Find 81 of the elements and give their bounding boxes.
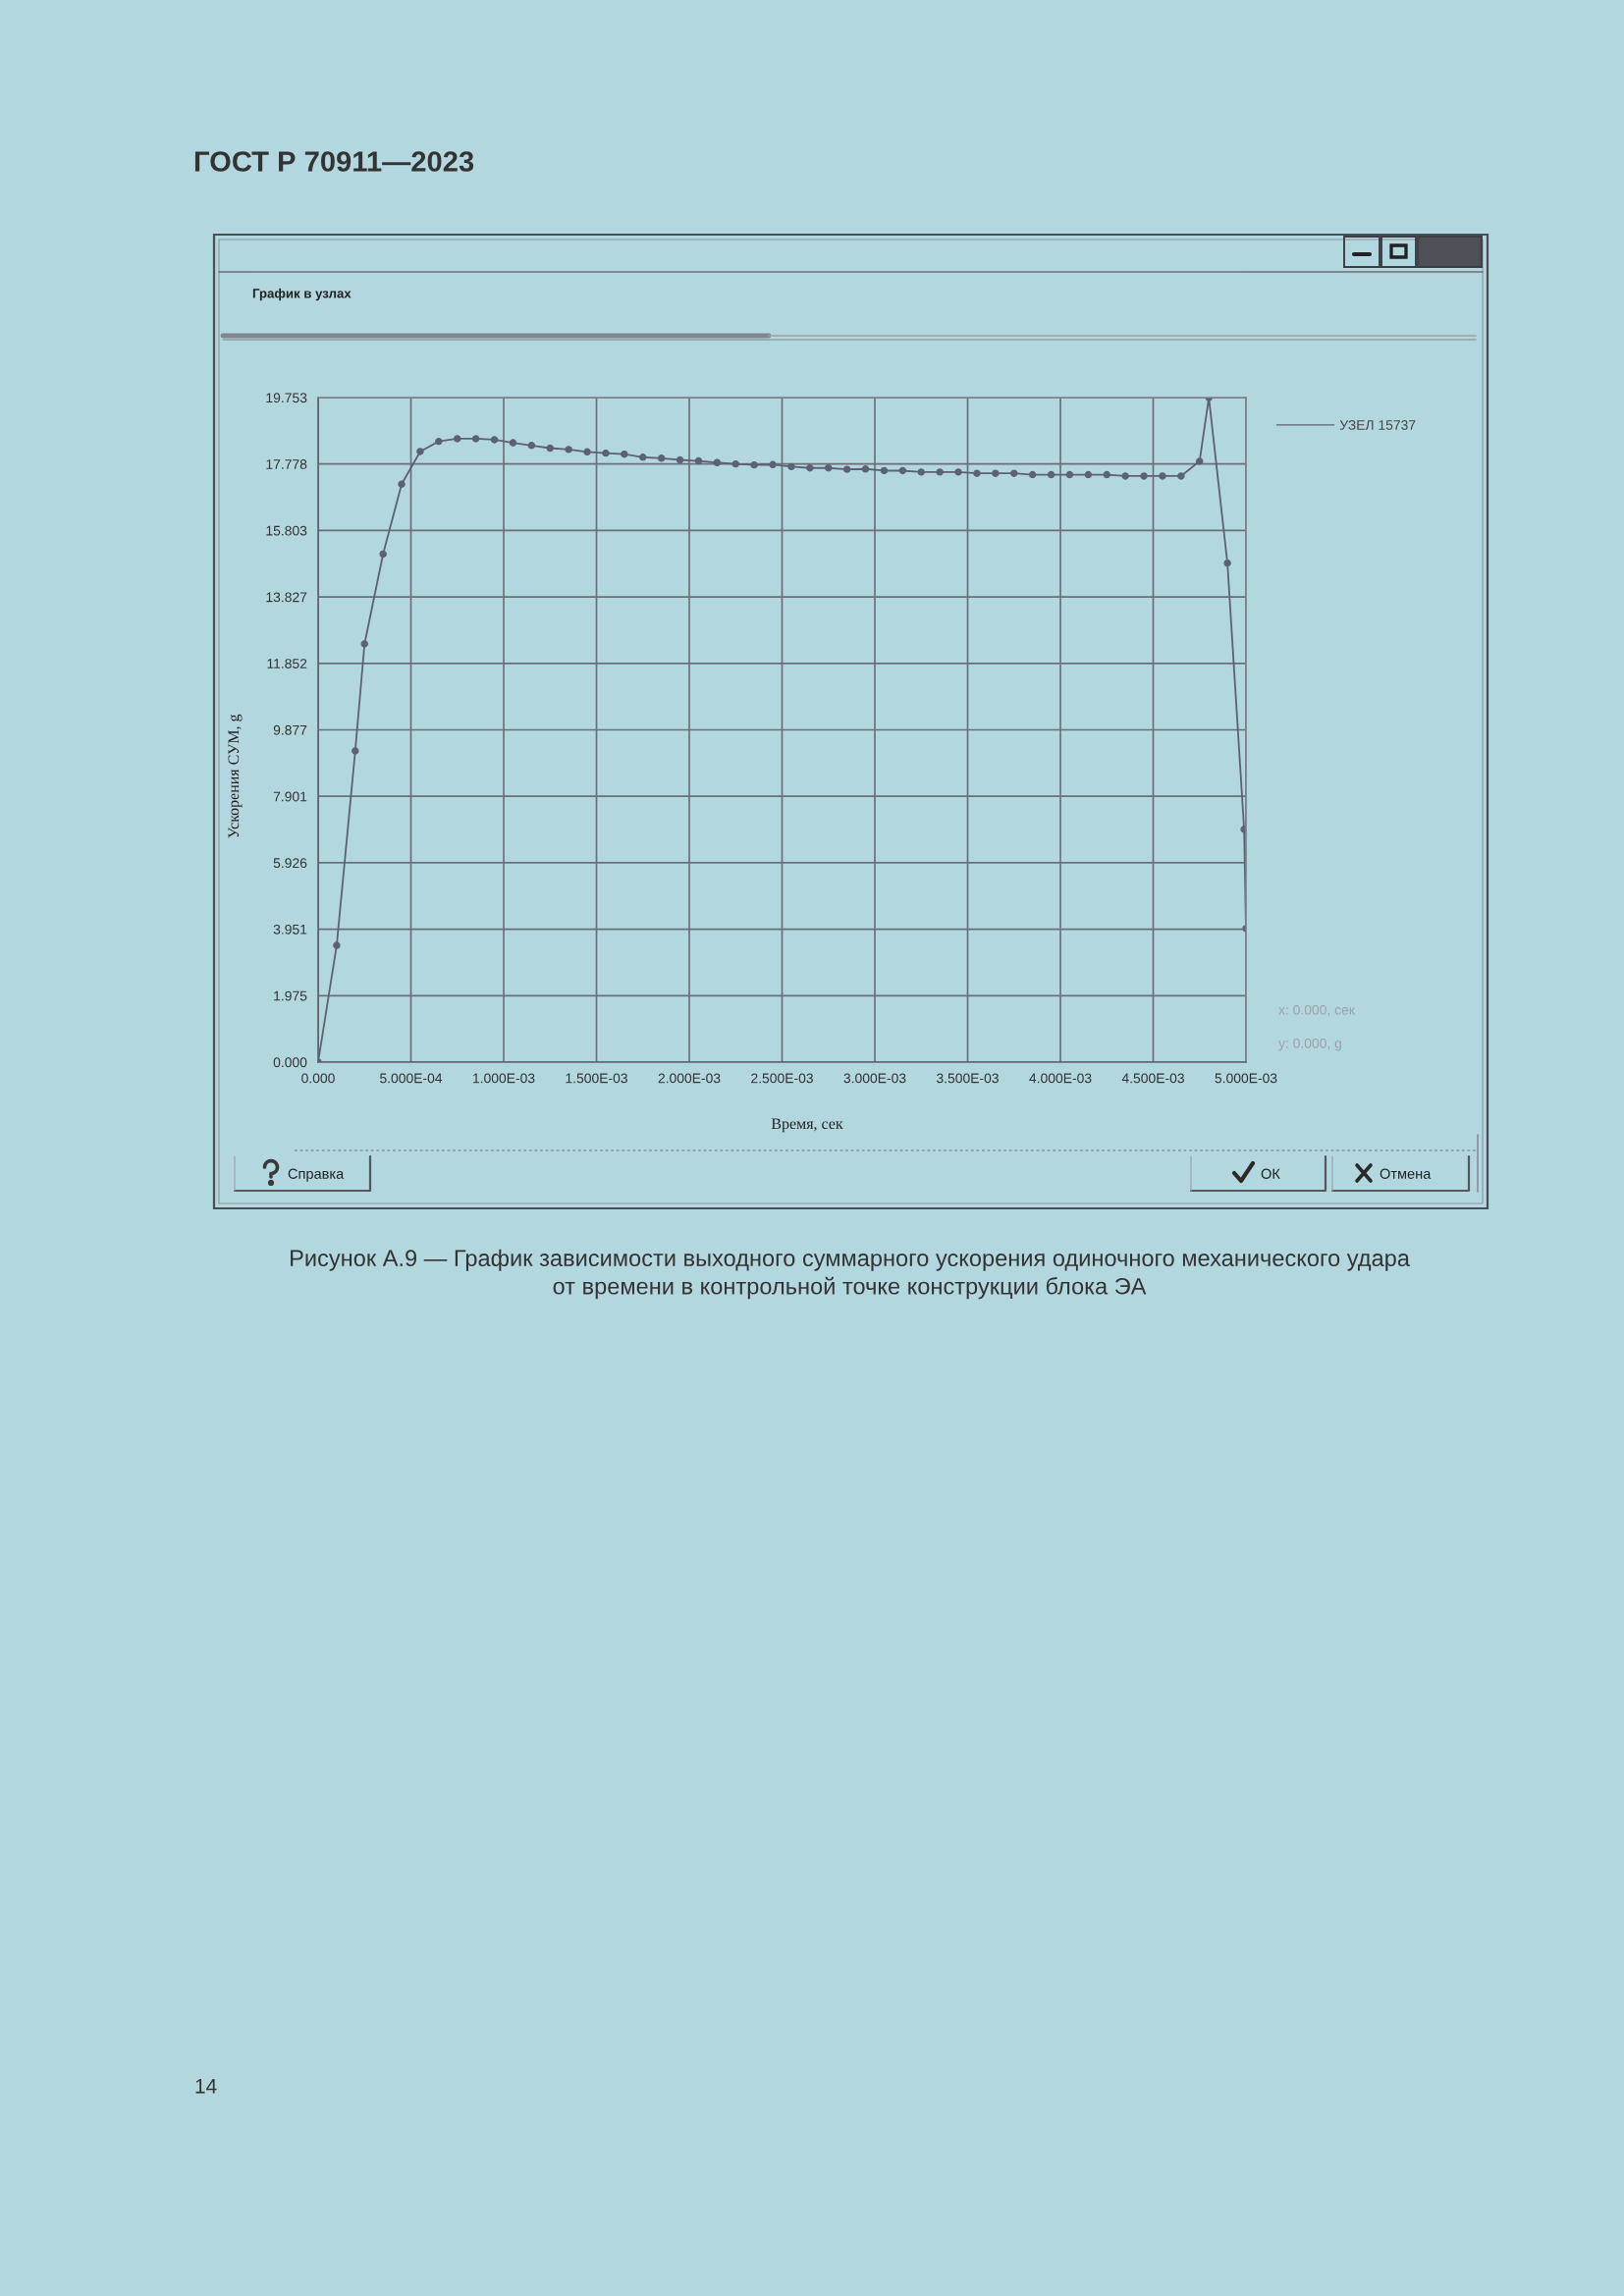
point xyxy=(992,469,1000,477)
text: Рисунок А.9 — График зависимости выходного суммарного ускорения одиночного механического удара от времени в контрольной точке конструкции блока ЭА xyxy=(291,1249,1410,1300)
point xyxy=(602,449,610,457)
x-tick-label: 5.000E-03 xyxy=(1215,1073,1277,1084)
point xyxy=(621,450,628,458)
x-tick-label: 3.000E-03 xyxy=(843,1073,906,1084)
point xyxy=(1065,470,1074,479)
point xyxy=(825,464,833,472)
point xyxy=(471,435,480,443)
point xyxy=(936,468,944,476)
point xyxy=(861,465,870,473)
y-tick-label: 17.778 xyxy=(266,459,307,469)
point xyxy=(917,468,925,476)
x-tick-label: 4.000E-03 xyxy=(1029,1073,1092,1084)
point xyxy=(352,747,359,755)
y-tick-label: 9.877 xyxy=(273,724,307,735)
point xyxy=(435,437,443,446)
text: 14 xyxy=(195,2079,217,2094)
legend-label: УЗЕЛ 15737 xyxy=(1339,420,1416,430)
point xyxy=(1223,560,1231,567)
x-tick-label: 2.000E-03 xyxy=(658,1073,721,1084)
point xyxy=(1103,470,1110,479)
x-tick-label: 4.500E-03 xyxy=(1121,1073,1184,1084)
point xyxy=(750,460,758,469)
y-tick-label: 13.827 xyxy=(266,592,307,603)
point xyxy=(398,480,406,488)
text: График в узлах xyxy=(252,288,352,301)
point xyxy=(1159,472,1166,480)
point xyxy=(1084,470,1093,479)
text: Справка xyxy=(288,1168,345,1182)
y-axis-title: Ускорения СУМ, g xyxy=(228,714,243,838)
point xyxy=(973,469,981,477)
point xyxy=(842,465,851,473)
point xyxy=(639,454,647,461)
point xyxy=(954,468,962,476)
y-tick-label: 5.926 xyxy=(273,858,307,869)
point xyxy=(509,439,517,447)
point xyxy=(1140,472,1148,480)
y-tick-label: 15.803 xyxy=(266,525,307,536)
y-tick-label: 0.000 xyxy=(273,1057,307,1068)
point xyxy=(490,436,499,444)
point xyxy=(657,454,666,462)
x-tick-label: 2.500E-03 xyxy=(751,1073,813,1084)
point xyxy=(713,458,722,466)
point xyxy=(769,460,777,469)
point xyxy=(1047,470,1056,479)
x-tick-label: 5.000E-04 xyxy=(380,1073,443,1084)
y-tick-label: 11.852 xyxy=(267,659,307,668)
point xyxy=(1028,470,1037,479)
y-tick-label: 1.975 xyxy=(274,990,307,1001)
text: ГОСТ Р 70911—2023 xyxy=(194,151,474,172)
point xyxy=(694,456,703,465)
y-tick-label: 3.951 xyxy=(273,924,307,934)
point xyxy=(416,448,424,455)
point xyxy=(880,466,889,475)
point xyxy=(1177,472,1185,480)
point xyxy=(898,466,907,475)
text: Отмена xyxy=(1380,1168,1432,1179)
point xyxy=(546,444,554,453)
point xyxy=(583,448,591,455)
y-tick-label: 19.753 xyxy=(266,393,307,403)
point xyxy=(731,459,739,468)
point xyxy=(454,435,461,443)
text: ОК xyxy=(1261,1168,1280,1179)
point xyxy=(806,464,814,472)
x-tick-label: 3.500E-03 xyxy=(936,1073,999,1084)
point xyxy=(360,640,368,648)
x-tick-label: 1.500E-03 xyxy=(566,1073,627,1084)
point xyxy=(565,446,572,454)
x-axis-title: Время, сек xyxy=(771,1118,843,1133)
point xyxy=(379,550,387,559)
point xyxy=(676,455,684,464)
point xyxy=(1121,472,1129,480)
y-tick-label: 7.901 xyxy=(273,791,307,802)
point xyxy=(333,941,341,949)
point xyxy=(787,462,795,471)
x-tick-label: 1.000E-03 xyxy=(473,1073,535,1084)
point xyxy=(1196,457,1204,465)
x-tick-label: 0.000 xyxy=(301,1073,335,1084)
point xyxy=(527,442,536,450)
point xyxy=(1010,469,1018,477)
